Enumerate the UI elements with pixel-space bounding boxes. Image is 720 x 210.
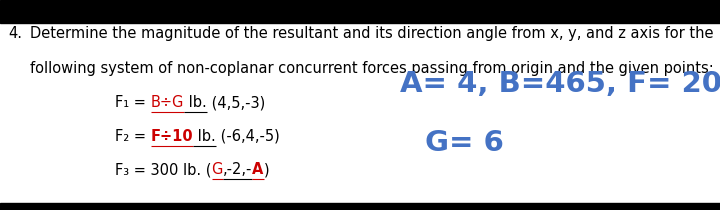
Text: following system of non-coplanar concurrent forces passing from origin and the g: following system of non-coplanar concurr… — [30, 62, 714, 76]
Text: (-6,4,-5): (-6,4,-5) — [216, 129, 280, 144]
Text: A: A — [252, 162, 264, 177]
Text: B÷G: B÷G — [150, 95, 184, 110]
Text: G: G — [212, 162, 223, 177]
Text: lb.: lb. — [193, 129, 216, 144]
Text: F₃ = 300 lb. (: F₃ = 300 lb. ( — [115, 162, 212, 177]
Text: F÷10: F÷10 — [150, 129, 193, 144]
Text: ,-2,-: ,-2,- — [223, 162, 252, 177]
Text: ): ) — [264, 162, 269, 177]
Text: F₂ =: F₂ = — [115, 129, 150, 144]
Text: (4,5,-3): (4,5,-3) — [207, 95, 265, 110]
Text: G= 6: G= 6 — [425, 129, 503, 157]
Text: Determine the magnitude of the resultant and its direction angle from x, y, and : Determine the magnitude of the resultant… — [30, 26, 714, 41]
Text: F₁ =: F₁ = — [115, 95, 150, 110]
Text: A= 4, B=465, F= 2060,: A= 4, B=465, F= 2060, — [400, 70, 720, 98]
Text: lb.: lb. — [184, 95, 207, 110]
Text: 4.: 4. — [8, 26, 22, 41]
